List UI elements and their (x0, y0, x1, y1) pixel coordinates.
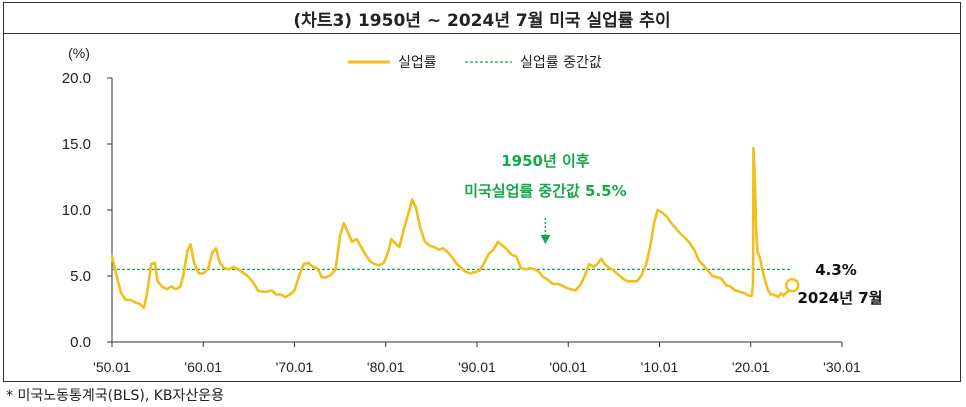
x-tick-label: '20.01 (732, 359, 770, 375)
y-axis: 20.0 15.0 10.0 5.0 0.0 (%) (62, 45, 113, 351)
unemployment-line (110, 146, 794, 310)
legend-label-median: 실업률 중간값 (520, 55, 602, 71)
source-note: * 미국노동통계국(BLS), KB자산운용 (6, 388, 225, 404)
median-note-arrow-head (540, 235, 551, 244)
x-tick-label: '00.01 (549, 359, 587, 375)
y-tick-label: 20.0 (62, 70, 91, 87)
x-tick-label: '70.01 (276, 359, 314, 375)
x-tick-label: '80.01 (367, 359, 405, 375)
legend: 실업률 실업률 중간값 (348, 55, 602, 71)
y-tick-label: 10.0 (62, 202, 91, 219)
chart-frame (3, 33, 961, 382)
x-tick-label: '90.01 (458, 359, 496, 375)
unemployment-chart: 20.0 15.0 10.0 5.0 0.0 (%) '50.01 '60.01 '70.01… (62, 45, 883, 375)
x-axis: '50.01 '60.01 '70.01 '80.01 '90.01 '00.01 '10.… (93, 341, 861, 375)
latest-value-label: 4.3% (815, 261, 857, 279)
chart-title: (차트3) 1950년 ~ 2024년 7월 미국 실업률 추이 (3, 2, 961, 34)
y-tick-label: 5.0 (70, 268, 91, 285)
x-tick-label: '30.01 (823, 359, 861, 375)
y-tick-label: 0.0 (70, 334, 91, 351)
y-tick-label: 15.0 (62, 136, 91, 153)
x-tick-label: '60.01 (184, 359, 222, 375)
median-note-line-2: 미국실업률 중간값 5.5% (464, 182, 626, 200)
latest-date-label: 2024년 7월 (797, 289, 882, 307)
median-note-line-1: 1950년 이후 (501, 152, 590, 170)
unemployment-series (110, 146, 794, 310)
x-tick-label: '50.01 (93, 359, 131, 375)
legend-label-unemployment: 실업률 (398, 55, 437, 71)
y-axis-unit-label: (%) (68, 45, 90, 61)
latest-point-marker (785, 277, 800, 293)
x-tick-label: '10.01 (641, 359, 679, 375)
